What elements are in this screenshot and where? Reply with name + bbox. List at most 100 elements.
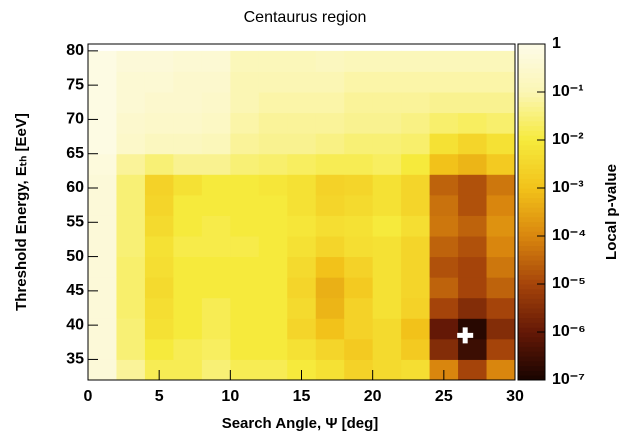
colorbar-tick-label: 10⁻⁶ xyxy=(552,323,586,340)
heat-cell xyxy=(116,174,146,196)
heat-cell xyxy=(287,318,317,340)
colorbar-step xyxy=(518,327,545,333)
heat-cell xyxy=(116,359,146,381)
heat-cell xyxy=(201,50,231,72)
colorbar-tick-label: 1 xyxy=(552,35,561,52)
heat-cell xyxy=(201,133,231,155)
heat-cell xyxy=(486,359,516,381)
heat-cell xyxy=(230,92,260,114)
heat-cell xyxy=(458,338,488,360)
heat-cell xyxy=(372,236,402,258)
heat-cell xyxy=(401,71,431,93)
heat-cell xyxy=(401,318,431,340)
colorbar-step xyxy=(518,221,545,227)
heat-cell xyxy=(429,359,459,381)
colorbar-step xyxy=(518,87,545,93)
colorbar-step xyxy=(518,365,545,371)
heat-cell xyxy=(315,236,345,258)
heat-cell xyxy=(287,50,317,72)
heat-cell xyxy=(258,50,288,72)
colorbar-step xyxy=(518,130,545,136)
heat-cell xyxy=(372,133,402,155)
colorbar-step xyxy=(518,149,545,155)
heat-cell xyxy=(173,153,203,175)
heat-cell xyxy=(287,215,317,237)
heat-cell xyxy=(230,50,260,72)
heat-cell xyxy=(287,256,317,278)
heat-cell xyxy=(173,194,203,216)
heat-cell xyxy=(88,153,117,175)
colorbar-step xyxy=(518,250,545,256)
heat-cell xyxy=(230,194,260,216)
heat-cell xyxy=(429,297,459,319)
colorbar-step xyxy=(518,159,545,165)
heat-cell xyxy=(144,133,174,155)
colorbar-tick-label: 10⁻⁷ xyxy=(552,371,585,388)
heat-cell xyxy=(458,359,488,381)
heat-cell xyxy=(429,318,459,340)
heat-cell xyxy=(230,318,260,340)
colorbar-step xyxy=(518,341,545,347)
heat-cell xyxy=(401,153,431,175)
heat-cell xyxy=(258,194,288,216)
colorbar-step xyxy=(518,308,545,314)
colorbar-step xyxy=(518,183,545,189)
colorbar-step xyxy=(518,111,545,117)
heat-cell xyxy=(344,318,374,340)
heat-cell xyxy=(116,297,146,319)
colorbar-step xyxy=(518,164,545,170)
heat-cell xyxy=(486,297,516,319)
heat-cell xyxy=(372,338,402,360)
heat-cell xyxy=(372,359,402,381)
heat-cell xyxy=(401,256,431,278)
heat-cell xyxy=(372,194,402,216)
colorbar-step xyxy=(518,375,545,381)
colorbar-step xyxy=(518,332,545,338)
x-tick-label: 30 xyxy=(506,388,524,405)
colorbar-step xyxy=(518,298,545,304)
heat-cell xyxy=(401,359,431,381)
heat-cell xyxy=(429,50,459,72)
heat-cell xyxy=(230,256,260,278)
heat-cell xyxy=(201,338,231,360)
heat-cell xyxy=(201,174,231,196)
heat-cell xyxy=(258,92,288,114)
heat-cell xyxy=(230,277,260,299)
heat-cell xyxy=(287,92,317,114)
y-tick-label: 35 xyxy=(66,351,84,368)
colorbar-step xyxy=(518,188,545,194)
heat-cell xyxy=(88,297,117,319)
heat-cell xyxy=(344,215,374,237)
heat-cell xyxy=(344,359,374,381)
colorbar-frame xyxy=(517,43,546,381)
colorbar-step xyxy=(518,44,545,50)
y-tick-label: 60 xyxy=(66,179,84,196)
heat-cell xyxy=(116,194,146,216)
heat-cell xyxy=(401,50,431,72)
heat-cell xyxy=(88,215,117,237)
heat-cell xyxy=(401,174,431,196)
heat-cell xyxy=(344,338,374,360)
y-axis-label: Threshold Energy, Eₜₕ [EeV] xyxy=(13,113,30,311)
heat-cell xyxy=(344,92,374,114)
heat-cell xyxy=(429,338,459,360)
colorbar-step xyxy=(518,356,545,362)
colorbar-step xyxy=(518,226,545,232)
colorbar-step xyxy=(518,370,545,376)
heat-cell xyxy=(315,297,345,319)
heat-cell xyxy=(258,297,288,319)
colorbar-step xyxy=(518,72,545,79)
x-axis-label: Search Angle, Ψ [deg] xyxy=(222,415,379,432)
heat-cell xyxy=(258,153,288,175)
heat-cell xyxy=(201,71,231,93)
colorbar-step xyxy=(518,135,545,141)
heat-cell xyxy=(315,112,345,134)
chart-title: Centaurus region xyxy=(244,9,367,26)
heat-cell xyxy=(429,236,459,258)
heat-cell xyxy=(458,71,488,93)
heat-cell xyxy=(458,112,488,134)
heat-cell xyxy=(173,236,203,258)
heat-cell xyxy=(287,359,317,381)
heat-cell xyxy=(458,153,488,175)
heat-cell xyxy=(486,71,516,93)
